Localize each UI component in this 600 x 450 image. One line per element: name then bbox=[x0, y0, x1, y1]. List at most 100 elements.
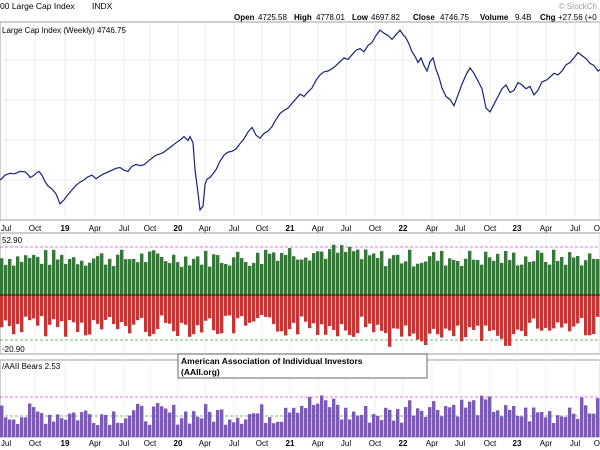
bullish-bar bbox=[488, 257, 492, 295]
bullish-bar bbox=[28, 258, 32, 295]
bears-bar bbox=[588, 413, 592, 437]
bullish-bar bbox=[308, 260, 312, 295]
bullish-bar bbox=[508, 260, 512, 295]
bears-bar bbox=[44, 423, 48, 437]
bears-bar bbox=[64, 419, 68, 437]
bearish-bar bbox=[532, 295, 536, 319]
bears-bar bbox=[596, 398, 600, 437]
bullish-bar bbox=[336, 252, 340, 295]
bullish-bar bbox=[392, 255, 396, 295]
bears-bar bbox=[96, 425, 100, 437]
bearish-bar bbox=[588, 295, 592, 336]
x-tick-label: 22 bbox=[399, 439, 408, 448]
x-tick-label: Oct bbox=[144, 439, 157, 448]
bears-bar bbox=[132, 410, 136, 437]
bears-bar bbox=[372, 414, 376, 437]
bears-bar bbox=[444, 406, 448, 437]
bullish-bar bbox=[84, 265, 88, 295]
bearish-bar bbox=[140, 295, 144, 318]
bullish-bar bbox=[528, 262, 532, 295]
bears-bar bbox=[524, 407, 528, 437]
bearish-bar bbox=[112, 295, 116, 325]
bullish-bar bbox=[168, 263, 172, 295]
close-value: 4746.75 bbox=[440, 13, 469, 22]
x-tick-label: Oct bbox=[594, 224, 600, 233]
bearish-bar bbox=[524, 295, 528, 337]
bears-bar bbox=[336, 404, 340, 437]
bears-bar bbox=[400, 422, 404, 437]
bears-bar bbox=[8, 419, 12, 437]
bears-bar bbox=[272, 423, 276, 437]
bears-bar bbox=[376, 415, 380, 437]
bearish-bar bbox=[320, 295, 324, 325]
bearish-bar bbox=[448, 295, 452, 331]
bearish-bar bbox=[444, 295, 448, 329]
bears-bar bbox=[228, 419, 232, 437]
x-tick-label: Jul bbox=[341, 439, 351, 448]
bullish-bar bbox=[444, 265, 448, 295]
bullish-bar bbox=[388, 258, 392, 295]
bears-bar bbox=[16, 423, 20, 437]
bearish-bar bbox=[304, 295, 308, 322]
bullish-bar bbox=[200, 264, 204, 295]
bearish-bar bbox=[172, 295, 176, 332]
bears-bar bbox=[216, 410, 220, 437]
bearish-bar bbox=[568, 295, 572, 332]
volume-value: 9.4B bbox=[515, 13, 531, 22]
bears-bar bbox=[556, 415, 560, 437]
bullish-bar bbox=[24, 255, 28, 295]
bears-bar bbox=[88, 414, 92, 437]
bears-bar bbox=[144, 421, 148, 437]
bullish-bar bbox=[512, 252, 516, 295]
bullish-bar bbox=[32, 254, 36, 295]
bearish-bar bbox=[408, 295, 412, 337]
bears-bar bbox=[492, 412, 496, 437]
bearish-bar bbox=[536, 295, 540, 329]
bullish-bar bbox=[352, 251, 356, 295]
bearish-bar bbox=[88, 295, 92, 335]
bullish-bar bbox=[188, 265, 192, 295]
bearish-bar bbox=[476, 295, 480, 326]
bullish-bar bbox=[40, 263, 44, 295]
bears-bar bbox=[420, 410, 424, 437]
bullish-bar bbox=[160, 257, 164, 295]
x-tick-label: 19 bbox=[61, 439, 70, 448]
x-tick-label: Oct bbox=[484, 439, 497, 448]
bearish-bar bbox=[32, 295, 36, 319]
bearish-bar bbox=[0, 295, 4, 328]
bearish-bar bbox=[364, 295, 368, 328]
bears-bar bbox=[516, 415, 520, 437]
bearish-bar bbox=[96, 295, 100, 324]
bullish-bar bbox=[408, 249, 412, 295]
bullish-bar bbox=[316, 251, 320, 295]
bullish-bar bbox=[52, 249, 56, 295]
bearish-bar bbox=[440, 295, 444, 338]
bullish-bar bbox=[432, 252, 436, 295]
bears-bar bbox=[348, 419, 352, 437]
bears-bar bbox=[28, 403, 32, 437]
bullish-bar bbox=[96, 256, 100, 295]
low-value: 4697.82 bbox=[371, 13, 400, 22]
x-tick-label: Oct bbox=[29, 439, 42, 448]
bears-bar bbox=[244, 419, 248, 437]
bearish-bar bbox=[396, 295, 400, 329]
bears-bar bbox=[124, 418, 128, 437]
bears-bar bbox=[496, 410, 500, 437]
bullish-bar bbox=[532, 261, 536, 295]
bearish-bar bbox=[384, 295, 388, 334]
bears-bar bbox=[580, 397, 584, 437]
bullish-bar bbox=[36, 256, 40, 295]
x-tick-label: 23 bbox=[513, 439, 522, 448]
bearish-bar bbox=[80, 295, 84, 323]
x-tick-label: Apr bbox=[89, 439, 102, 448]
bullish-bar bbox=[8, 259, 12, 295]
bears-bar bbox=[424, 417, 428, 437]
bullish-bar bbox=[324, 258, 328, 295]
bears-bar bbox=[392, 420, 396, 437]
bearish-bar bbox=[36, 295, 40, 326]
bearish-bar bbox=[296, 295, 300, 335]
bearish-bar bbox=[108, 295, 112, 317]
bearish-bar bbox=[72, 295, 76, 323]
bullish-bar bbox=[412, 266, 416, 295]
bears-bar bbox=[292, 407, 296, 437]
